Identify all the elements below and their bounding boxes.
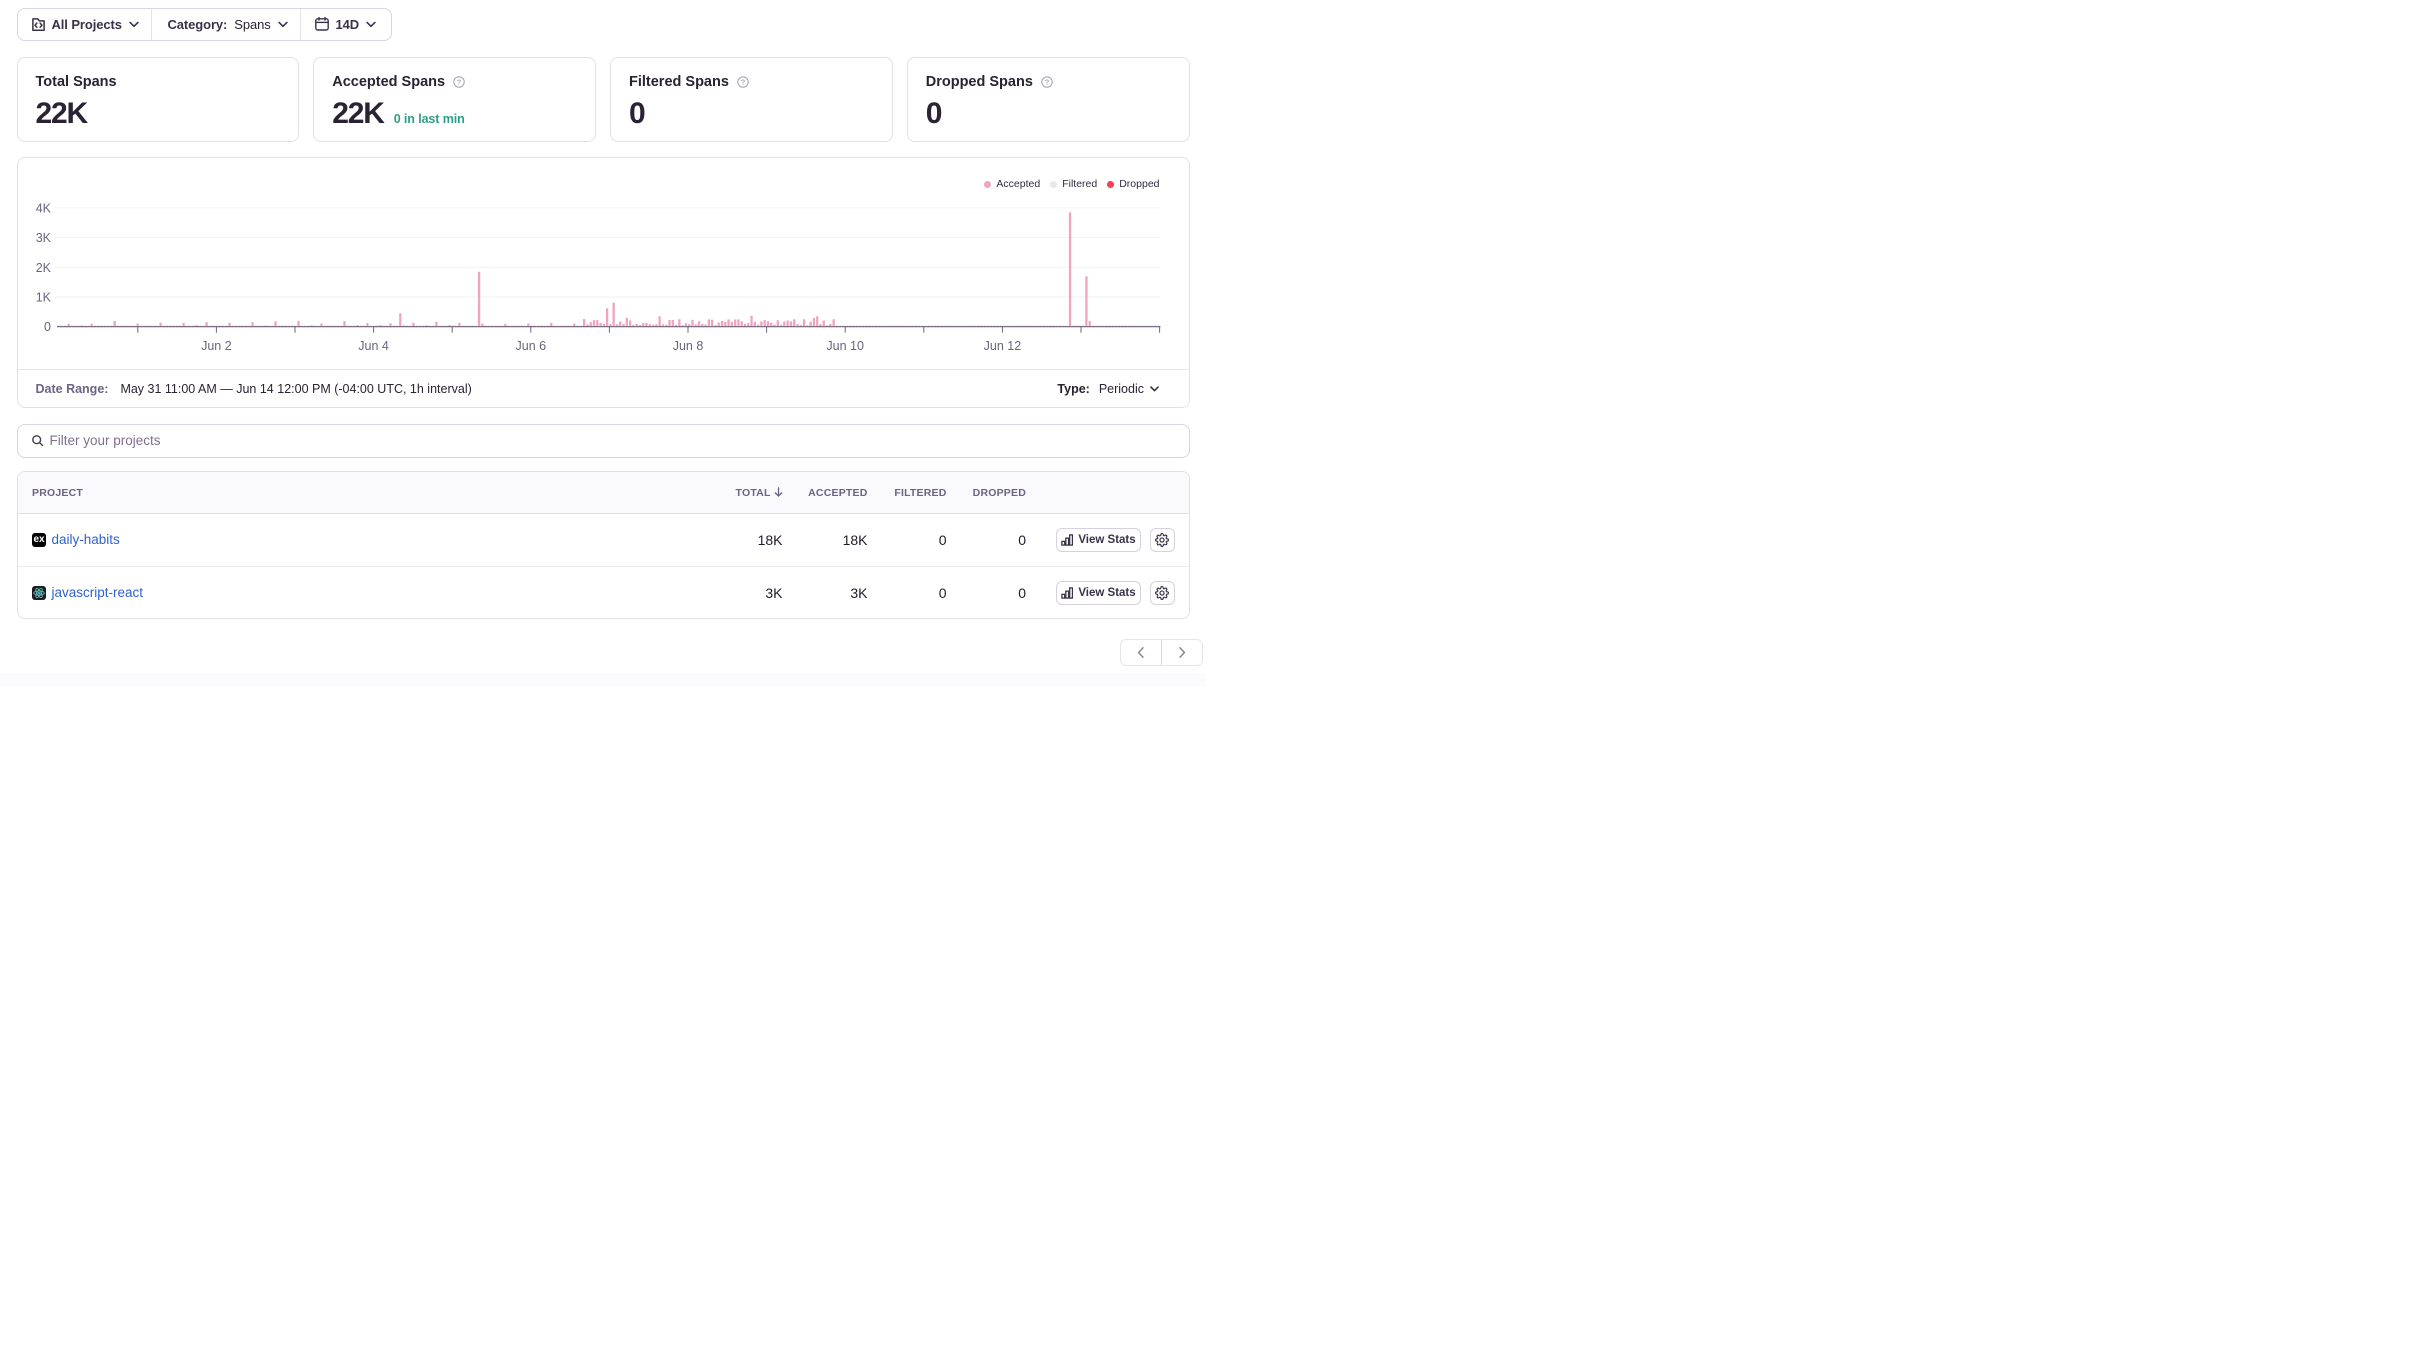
svg-text:0: 0	[44, 320, 51, 334]
svg-text:Jun 8: Jun 8	[673, 339, 704, 353]
svg-text:Jun 4: Jun 4	[358, 339, 389, 353]
svg-text:?: ?	[1045, 77, 1050, 86]
svg-text:?: ?	[457, 77, 462, 86]
svg-text:Jun 12: Jun 12	[984, 339, 1022, 353]
svg-text:2K: 2K	[36, 261, 52, 275]
svg-text:1K: 1K	[36, 291, 52, 305]
svg-text:Jun 2: Jun 2	[201, 339, 232, 353]
svg-text:Jun 10: Jun 10	[826, 339, 864, 353]
svg-text:?: ?	[741, 77, 746, 86]
svg-text:Jun 6: Jun 6	[516, 339, 547, 353]
svg-text:3K: 3K	[36, 231, 52, 245]
svg-text:4K: 4K	[36, 201, 52, 215]
